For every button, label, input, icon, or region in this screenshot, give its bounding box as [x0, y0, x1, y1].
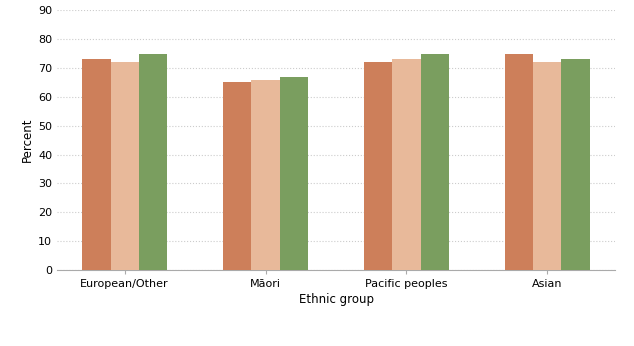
Bar	[110, 62, 139, 270]
Bar	[392, 60, 420, 270]
Bar	[364, 62, 392, 270]
Bar	[533, 62, 562, 270]
Bar	[562, 60, 590, 270]
Bar	[82, 60, 110, 270]
Bar	[252, 80, 280, 270]
Bar	[505, 54, 533, 270]
Bar	[280, 77, 308, 270]
Bar	[420, 54, 449, 270]
Bar	[223, 82, 252, 270]
X-axis label: Ethnic group: Ethnic group	[299, 293, 373, 306]
Y-axis label: Percent: Percent	[21, 118, 34, 162]
Bar	[139, 54, 167, 270]
